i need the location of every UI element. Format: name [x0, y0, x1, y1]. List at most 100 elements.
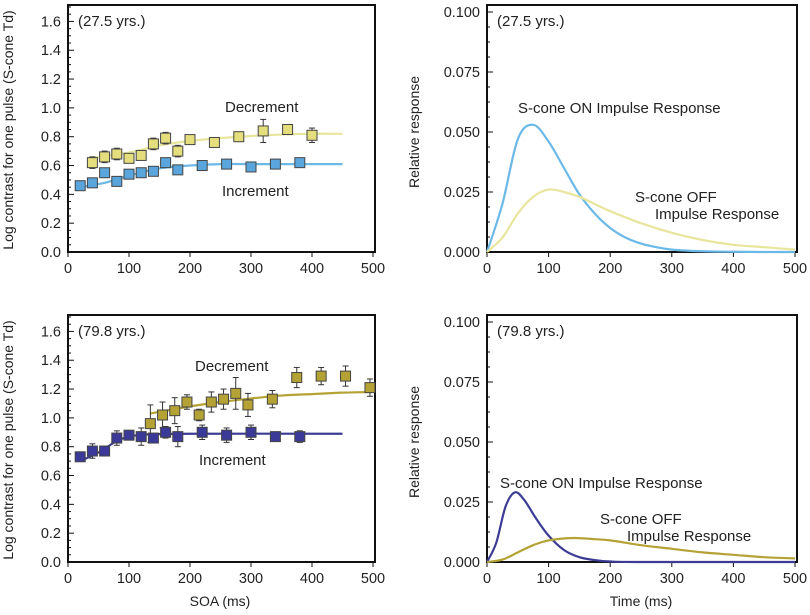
data-point [147, 138, 159, 150]
y-tick-label: 0.050 [444, 435, 480, 451]
data-point [123, 152, 135, 164]
data-point [74, 451, 86, 463]
data-point [315, 370, 327, 382]
data-point [364, 382, 376, 394]
panel-title: (79.8 yrs.) [78, 323, 146, 340]
data-point [172, 431, 184, 443]
data-point [230, 387, 242, 399]
x-tick-label: 100 [536, 261, 560, 277]
x-axis-title: SOA (ms) [190, 593, 251, 609]
x-tick-label: 500 [361, 261, 385, 277]
y-axis-title: Relative response [406, 76, 422, 188]
data-point [221, 429, 233, 441]
plot-area: 0.0 0.2 0.4 0.6 0.8 1.0 1.2 1.4 1.6 0 100 200 300 400… [41, 314, 385, 587]
data-point [196, 426, 208, 438]
annotation-increment: Increment [222, 183, 290, 200]
plot-area: 0.000 0.025 0.050 0.075 0.100 0 100 200 300 400 50… [444, 4, 807, 277]
data-point [291, 372, 303, 384]
x-tick-label: 0 [483, 261, 491, 277]
data-point [294, 157, 306, 169]
data-point [221, 158, 233, 170]
data-point [74, 180, 86, 192]
y-tick-label: 0.0 [41, 245, 61, 261]
y-tick-label: 0.8 [41, 130, 61, 146]
plot-frame [67, 314, 376, 563]
series-increment [74, 157, 343, 192]
plot-area: 0.000 0.025 0.050 0.075 0.100 0 100 200 300 400 50… [444, 314, 807, 587]
y-tick-label: 0.100 [444, 5, 480, 21]
data-point [282, 124, 294, 135]
y-tick-label: 0.2 [41, 216, 61, 232]
x-tick-label: 0 [64, 571, 72, 587]
data-point [172, 164, 184, 176]
y-tick-label: 1.6 [41, 14, 61, 30]
series-decrement [144, 365, 376, 443]
plot-area: 0.0 0.2 0.4 0.6 0.8 1.0 1.2 1.4 1.6 0 100 200 300 400… [41, 4, 385, 277]
x-tick-label: 400 [721, 261, 745, 277]
data-point [160, 157, 172, 169]
x-tick-label: 0 [483, 571, 491, 587]
data-point [269, 431, 281, 443]
panel-title: (79.8 yrs.) [497, 323, 565, 340]
data-point [266, 393, 278, 405]
x-tick-label: 300 [239, 571, 263, 587]
series-s-cone-on-impulse-response [485, 123, 796, 254]
y-axis-title: Relative response [406, 386, 422, 498]
annotation-on-response: S-cone ON Impulse Response [500, 475, 703, 492]
panel-bottom-left: 0.0 0.2 0.4 0.6 0.8 1.0 1.2 1.4 1.6 0 100 200 300 400… [0, 314, 385, 609]
data-point [86, 157, 98, 169]
y-tick-label: 1.4 [41, 43, 61, 59]
data-point [172, 145, 184, 157]
y-axis-title: Log contrast for one pulse (S-cone Td) [0, 10, 16, 249]
data-point [193, 409, 205, 421]
y-tick-label: 1.6 [41, 324, 61, 340]
annotation-off-response-line2: Impulse Response [627, 528, 751, 545]
panel-top-left: 0.0 0.2 0.4 0.6 0.8 1.0 1.2 1.4 1.6 0 100 200 300 400… [0, 4, 385, 277]
series-increment [74, 424, 343, 463]
data-point [123, 429, 135, 441]
y-tick-label: 0.0 [41, 555, 61, 571]
series-s-cone-on-impulse-response [486, 491, 796, 564]
data-point [169, 405, 181, 417]
panel-title: (27.5 yrs.) [78, 13, 146, 30]
y-tick-label: 0.6 [41, 469, 61, 485]
x-tick-label: 200 [178, 261, 202, 277]
data-point [245, 426, 257, 438]
data-point [99, 151, 111, 163]
data-point [160, 132, 172, 144]
data-point [99, 167, 111, 179]
data-point [99, 445, 111, 457]
plot-frame [67, 4, 376, 253]
data-point [306, 129, 318, 141]
annotation-off-response-line1: S-cone OFF [635, 189, 717, 206]
series-s-cone-off-impulse-response [486, 536, 796, 564]
data-point [269, 158, 281, 170]
x-tick-label: 0 [64, 261, 72, 277]
data-point [181, 396, 193, 408]
annotation-off-response-line1: S-cone OFF [600, 511, 682, 528]
data-point [340, 370, 352, 382]
x-tick-label: 300 [239, 261, 263, 277]
data-point [245, 161, 257, 173]
x-tick-label: 100 [117, 261, 141, 277]
series-s-cone-off-impulse-response [486, 188, 796, 253]
x-tick-label: 300 [660, 571, 684, 587]
x-tick-label: 500 [783, 261, 807, 277]
x-tick-label: 200 [598, 261, 622, 277]
x-tick-label: 200 [178, 571, 202, 587]
y-axis-title: Log contrast for one pulse (S-cone Td) [0, 320, 16, 559]
data-point [86, 445, 98, 457]
response-curve [486, 536, 796, 564]
y-tick-label: 0.000 [444, 555, 480, 571]
data-point [135, 431, 147, 443]
data-point [111, 175, 123, 187]
annotation-increment: Increment [199, 452, 267, 469]
data-point [147, 165, 159, 177]
response-curve [486, 491, 796, 564]
annotation-off-response-line2: Impulse Response [655, 206, 779, 223]
data-point [147, 432, 159, 444]
y-tick-label: 0.6 [41, 159, 61, 175]
x-tick-label: 400 [721, 571, 745, 587]
response-curve [485, 123, 796, 254]
data-point [86, 177, 98, 189]
